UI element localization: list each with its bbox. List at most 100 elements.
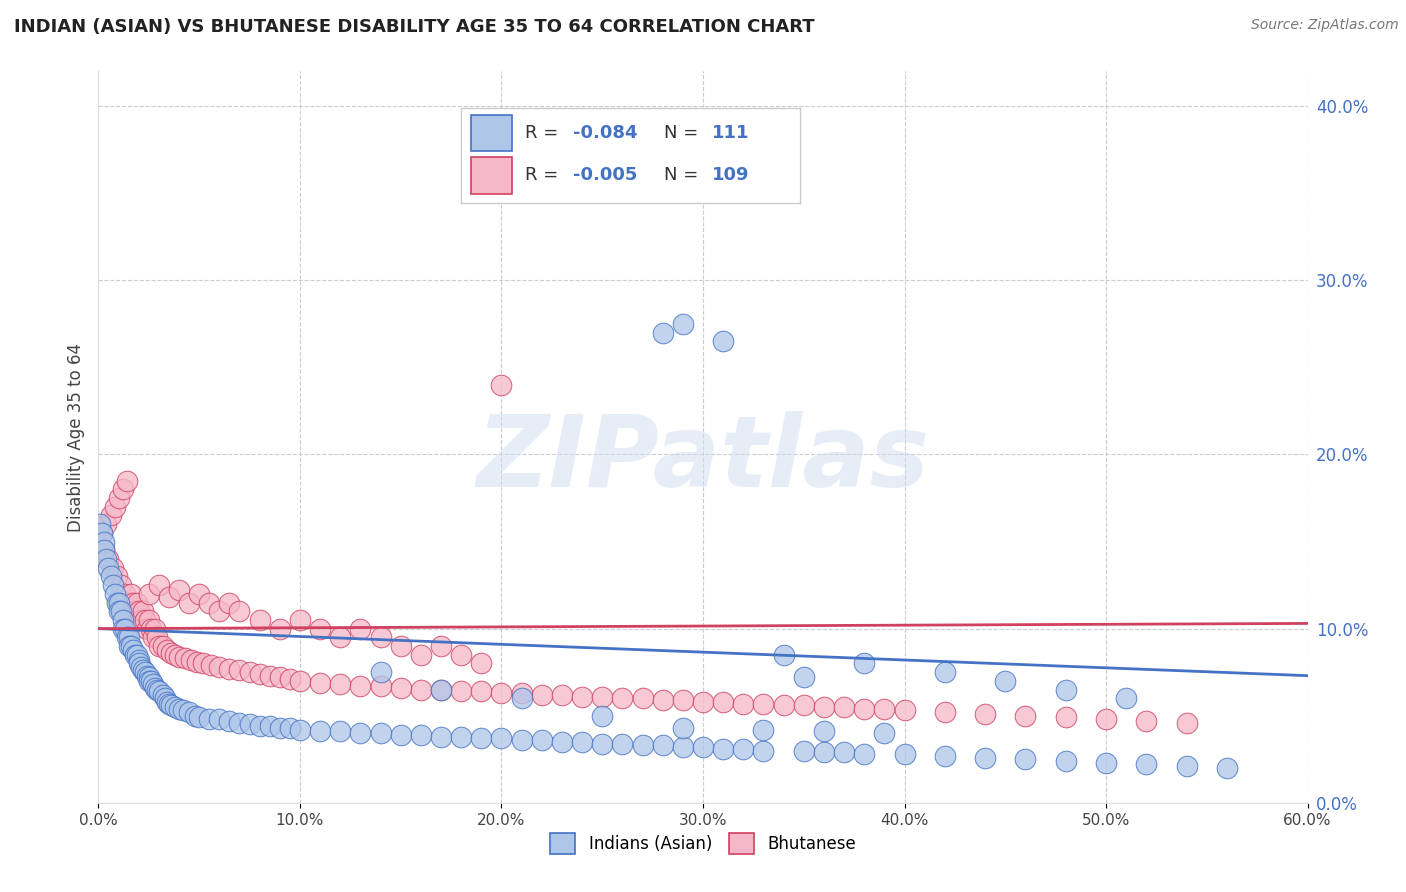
Point — [89, 517, 111, 532]
Point — [146, 631, 169, 645]
Point — [135, 668, 157, 682]
Point — [97, 560, 120, 574]
Point — [893, 704, 915, 718]
Point — [129, 660, 152, 674]
Point — [551, 688, 574, 702]
Point — [148, 684, 170, 698]
Point — [672, 693, 695, 707]
Point — [793, 743, 815, 757]
Point — [409, 682, 432, 697]
Point — [124, 648, 146, 662]
Point — [934, 748, 956, 763]
Point — [249, 719, 271, 733]
Point — [121, 595, 143, 609]
Point — [228, 604, 250, 618]
Point — [873, 702, 896, 716]
Point — [832, 700, 855, 714]
Point — [752, 743, 775, 757]
Point — [853, 657, 876, 671]
Point — [591, 708, 613, 723]
Point — [111, 622, 134, 636]
Point — [994, 673, 1017, 688]
Point — [612, 691, 634, 706]
Point — [530, 733, 553, 747]
Point — [309, 622, 332, 636]
Point — [167, 583, 190, 598]
Point — [1054, 754, 1077, 768]
Point — [96, 517, 118, 532]
Point — [239, 717, 262, 731]
Point — [612, 737, 634, 751]
Point — [172, 704, 194, 718]
Point — [793, 698, 815, 713]
Point — [510, 733, 533, 747]
Point — [174, 651, 197, 665]
Point — [813, 700, 835, 714]
Point — [389, 639, 412, 653]
Point — [269, 622, 291, 636]
Point — [349, 622, 371, 636]
Point — [128, 604, 150, 618]
Point — [470, 684, 492, 698]
Point — [105, 595, 128, 609]
Point — [309, 724, 332, 739]
Point — [853, 747, 876, 761]
Point — [571, 735, 593, 749]
Point — [208, 660, 231, 674]
Text: Source: ZipAtlas.com: Source: ZipAtlas.com — [1251, 18, 1399, 32]
Point — [208, 712, 231, 726]
Point — [873, 726, 896, 740]
Point — [1135, 757, 1157, 772]
Point — [188, 587, 211, 601]
Point — [111, 613, 134, 627]
Point — [510, 691, 533, 706]
Point — [134, 665, 156, 680]
Point — [153, 691, 176, 706]
Point — [793, 670, 815, 684]
Point — [288, 613, 311, 627]
Point — [278, 721, 301, 735]
Point — [100, 508, 122, 523]
Point — [349, 679, 371, 693]
Point — [152, 639, 174, 653]
Point — [120, 639, 142, 653]
Point — [118, 631, 141, 645]
Point — [1135, 714, 1157, 728]
Point — [91, 525, 114, 540]
Point — [121, 642, 143, 657]
Point — [157, 697, 180, 711]
Point — [259, 719, 281, 733]
Point — [93, 543, 115, 558]
Point — [1175, 715, 1198, 730]
Point — [249, 667, 271, 681]
Point — [259, 668, 281, 682]
Point — [218, 662, 240, 676]
Point — [309, 675, 332, 690]
Point — [733, 741, 755, 756]
Point — [893, 747, 915, 761]
Point — [1175, 759, 1198, 773]
Point — [591, 737, 613, 751]
Point — [118, 639, 141, 653]
Point — [193, 657, 215, 671]
Point — [111, 483, 134, 497]
Point — [138, 613, 160, 627]
Point — [370, 679, 392, 693]
Point — [430, 730, 453, 744]
Point — [180, 653, 202, 667]
Point — [832, 745, 855, 759]
Point — [118, 595, 141, 609]
Point — [409, 648, 432, 662]
Point — [249, 613, 271, 627]
Point — [651, 326, 673, 340]
Point — [114, 622, 136, 636]
Point — [100, 569, 122, 583]
Point — [772, 648, 794, 662]
Point — [772, 698, 794, 713]
Point — [125, 648, 148, 662]
Point — [139, 622, 162, 636]
Point — [143, 681, 166, 695]
Point — [510, 686, 533, 700]
Point — [530, 688, 553, 702]
Text: INDIAN (ASIAN) VS BHUTANESE DISABILITY AGE 35 TO 64 CORRELATION CHART: INDIAN (ASIAN) VS BHUTANESE DISABILITY A… — [14, 18, 814, 36]
